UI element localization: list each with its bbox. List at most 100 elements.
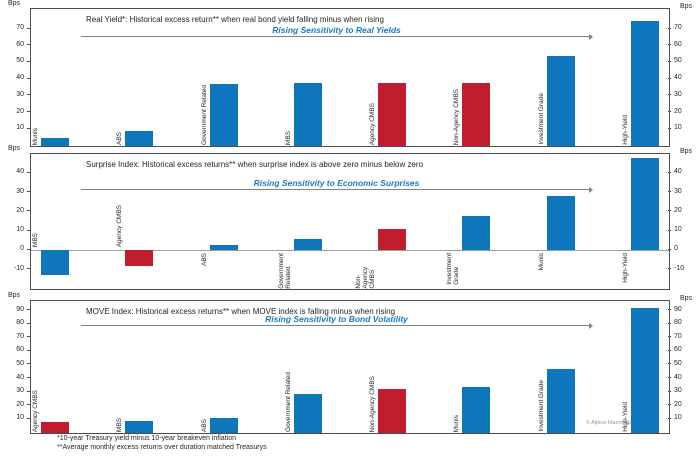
arrow-line	[81, 322, 593, 329]
y-tick-mark	[27, 377, 30, 379]
y-axis-left: -10 0 10 20 30 40	[0, 153, 30, 288]
bar-non-agency-cmbs	[462, 82, 491, 146]
bar-mbs	[41, 250, 70, 276]
arrow-head-icon	[589, 186, 593, 193]
y-tick-label: 0	[674, 245, 678, 253]
panel-surprise-index: Surprise Index: Historical excess return…	[8, 145, 692, 290]
y-tick-label: 20	[16, 107, 24, 115]
y-axis-unit-right: Bps	[679, 295, 692, 302]
bar-mbs	[293, 82, 322, 146]
y-tick-mark	[27, 268, 30, 270]
y-tick-mark	[668, 27, 671, 29]
y-tick-label: 90	[16, 305, 24, 313]
bar-agency-cmbs	[125, 250, 154, 266]
bar-munis	[41, 137, 70, 146]
y-tick-mark	[668, 111, 671, 113]
y-tick-label: 50	[16, 359, 24, 367]
y-tick-mark	[27, 248, 30, 250]
annotation-text: Rising Sensitivity to Real Yields	[272, 25, 401, 35]
y-tick-label: 80	[16, 319, 24, 327]
y-tick-label: 60	[16, 346, 24, 354]
y-tick-label: 60	[674, 40, 682, 48]
bar-label: MBS	[116, 417, 124, 432]
y-tick-label: 30	[16, 387, 24, 395]
plot-area-real-yield: Real Yield*: Historical excess return** …	[30, 8, 670, 147]
chart-title-real-yield: Real Yield*: Historical excess return** …	[86, 15, 384, 24]
chart-title-surprise-index: Surprise Index: Historical excess return…	[86, 160, 424, 169]
plot-area-move-index: MOVE Index: Historical excess returns** …	[30, 300, 670, 434]
bar-non-agency-cmbs	[378, 389, 407, 433]
panel-move-index: MOVE Index: Historical excess returns** …	[8, 292, 692, 434]
y-tick-label: 70	[674, 332, 682, 340]
bar-label: Non-Agency CMBS	[355, 267, 377, 289]
y-tick-mark	[668, 363, 671, 365]
bar-label: Non-Agency CMBS	[369, 375, 377, 432]
bar-label: Government Related	[284, 372, 292, 432]
y-tick-label: -10	[13, 264, 24, 272]
y-tick-mark	[668, 94, 671, 96]
y-tick-label: 20	[16, 206, 24, 214]
annotation-real-yields: Rising Sensitivity to Real Yields	[81, 25, 593, 40]
y-tick-label: 20	[16, 400, 24, 408]
y-tick-label: 10	[16, 124, 24, 132]
arrow-line	[81, 33, 593, 40]
y-tick-label: 60	[674, 346, 682, 354]
bar-label: Munis	[453, 414, 461, 432]
y-tick-mark	[27, 322, 30, 324]
bar-label: Munis	[32, 127, 40, 145]
bar-label: MBS	[284, 130, 292, 145]
bar-high-yield	[630, 307, 659, 433]
annotation-text: Rising Sensitivity to Economic Surprises	[253, 178, 420, 188]
y-axis-unit-left: Bps	[8, 292, 21, 299]
y-tick-label: 30	[674, 387, 682, 395]
y-tick-mark	[668, 44, 671, 46]
bar-high-yield	[630, 157, 659, 251]
bar-label: Government Related	[277, 253, 292, 290]
y-axis-unit-left: Bps	[8, 145, 21, 152]
y-tick-mark	[27, 229, 30, 231]
y-tick-mark	[668, 349, 671, 351]
bar-label: Agency CMBS	[116, 205, 124, 248]
y-tick-label: 10	[674, 414, 682, 422]
y-tick-mark	[668, 309, 671, 311]
bar-abs	[209, 244, 238, 251]
annotation-bond-volatility: Rising Sensitivity to Bond Volatility	[81, 314, 593, 329]
footnotes: *10-year Treasury yield minus 10-year br…	[57, 434, 267, 452]
y-tick-label: 90	[674, 305, 682, 313]
y-tick-mark	[27, 111, 30, 113]
copyright-notice: © Alpine Macro 2025	[585, 420, 637, 426]
bar-label: ABS	[200, 253, 208, 267]
y-axis-left: 10 20 30 40 50 60 70	[0, 8, 30, 145]
y-tick-mark	[27, 191, 30, 193]
bar-investment-grade	[546, 369, 575, 433]
bar-abs	[209, 418, 238, 433]
bar-label: ABS	[116, 131, 124, 145]
bar-government-related	[293, 393, 322, 433]
arrow-line	[81, 186, 593, 193]
y-tick-label: 30	[674, 187, 682, 195]
y-tick-label: 40	[16, 74, 24, 82]
bar-government-related	[209, 84, 238, 146]
bar-label: High-Yield	[621, 253, 629, 284]
bar-label: Munis	[537, 253, 545, 271]
y-tick-label: 40	[16, 373, 24, 381]
y-tick-mark	[668, 210, 671, 212]
y-tick-label: 30	[16, 90, 24, 98]
y-axis-unit-left: Bps	[8, 0, 21, 7]
y-tick-label: 20	[674, 206, 682, 214]
y-tick-mark	[668, 191, 671, 193]
y-tick-mark	[668, 229, 671, 231]
y-tick-mark	[668, 336, 671, 338]
y-tick-mark	[668, 322, 671, 324]
bar-label: Government Related	[200, 85, 208, 145]
y-tick-label: 70	[16, 24, 24, 32]
y-tick-mark	[27, 417, 30, 419]
y-tick-label: 50	[674, 359, 682, 367]
footnote-excess-returns: **Average monthly excess returns over du…	[57, 444, 267, 451]
y-tick-label: 20	[674, 400, 682, 408]
y-tick-label: 30	[674, 90, 682, 98]
zero-line	[31, 249, 669, 251]
y-tick-label: 10	[674, 124, 682, 132]
y-tick-mark	[27, 363, 30, 365]
